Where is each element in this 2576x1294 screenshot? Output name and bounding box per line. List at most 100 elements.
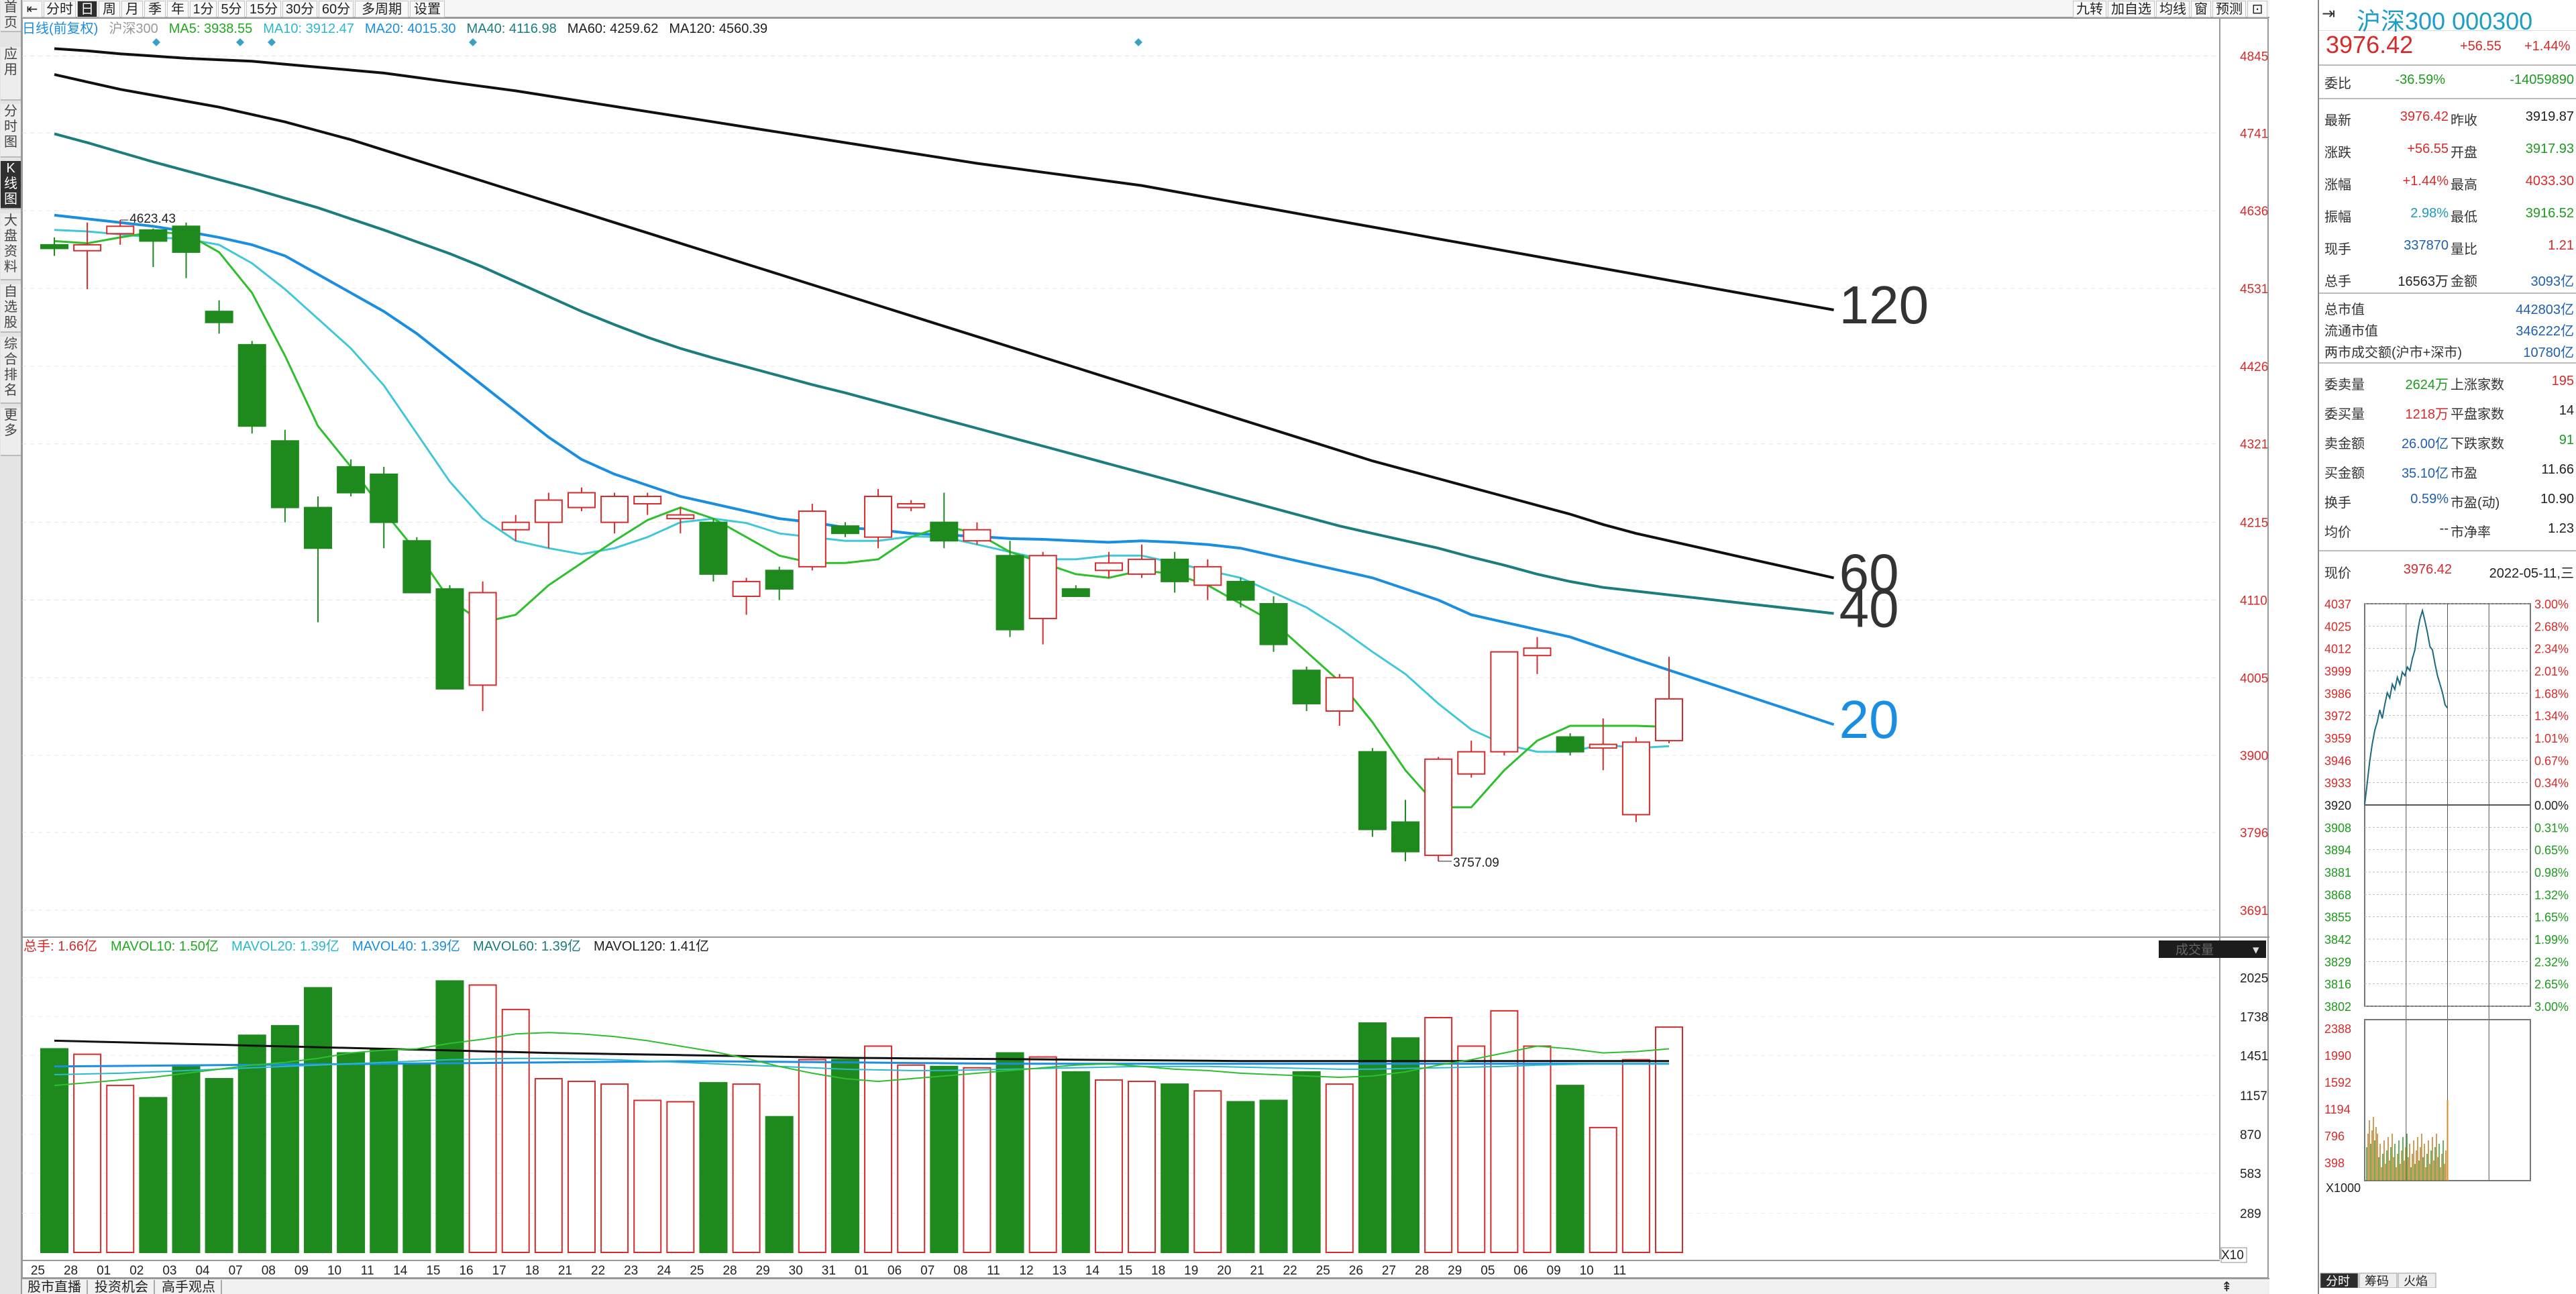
tab-timeshare[interactable]: 分时 <box>44 1 76 17</box>
candle[interactable] <box>1655 657 1683 743</box>
candle[interactable] <box>73 222 102 290</box>
candle[interactable] <box>798 504 826 571</box>
candle[interactable] <box>600 492 629 534</box>
volume-bar[interactable] <box>402 1063 431 1253</box>
candle[interactable] <box>1358 748 1387 837</box>
volume-bar[interactable] <box>40 1048 68 1253</box>
candle[interactable] <box>468 581 497 711</box>
collapse-arrow-icon[interactable]: ⇤ <box>22 1 42 17</box>
tab-daily[interactable]: 日 <box>77 1 97 17</box>
add-watchlist-button[interactable]: 加自选 <box>2108 1 2155 17</box>
tab-60min[interactable]: 60分 <box>319 1 354 17</box>
volume-bar[interactable] <box>1094 1079 1123 1253</box>
candle[interactable] <box>633 492 662 515</box>
volume-bar[interactable] <box>468 984 497 1253</box>
candle[interactable] <box>1589 718 1617 771</box>
candle[interactable] <box>534 492 563 549</box>
expand-up-icon[interactable]: ⇞ <box>2221 1280 2233 1294</box>
mini-tab-0[interactable]: 分时 <box>2320 1273 2359 1288</box>
volume-bar[interactable] <box>1226 1101 1255 1253</box>
volume-bar[interactable] <box>1325 1083 1354 1254</box>
candle[interactable] <box>139 228 168 267</box>
volume-bar[interactable] <box>1490 1010 1519 1253</box>
mini-tab-2[interactable]: 火焰 <box>2398 1273 2436 1288</box>
candle[interactable] <box>1325 673 1354 726</box>
tab-live[interactable]: 股市直播 <box>22 1280 88 1294</box>
volume-bar[interactable] <box>1589 1126 1617 1254</box>
candle[interactable] <box>1259 596 1288 652</box>
left-nav-ranking[interactable]: 综合排名 <box>1 337 21 404</box>
volume-bar[interactable] <box>172 1064 201 1253</box>
left-nav-kline[interactable]: K线图 <box>1 161 21 209</box>
candle[interactable] <box>1094 551 1123 578</box>
left-nav-watchlist[interactable]: 自选股 <box>1 284 21 333</box>
event-marker-icon[interactable] <box>469 38 477 46</box>
volume-bar[interactable] <box>139 1097 168 1254</box>
candle[interactable] <box>501 515 530 541</box>
candle[interactable] <box>402 537 431 594</box>
volume-bar[interactable] <box>633 1099 662 1254</box>
candle[interactable] <box>996 541 1024 637</box>
tab-expert[interactable]: 高手观点 <box>156 1280 222 1294</box>
volume-bar[interactable] <box>270 1025 299 1254</box>
volume-bar[interactable] <box>699 1082 728 1253</box>
candle[interactable] <box>435 585 464 690</box>
candle[interactable] <box>1128 544 1157 578</box>
volume-bar[interactable] <box>830 1059 859 1253</box>
candle[interactable] <box>1292 666 1321 711</box>
volume-bar[interactable] <box>765 1116 794 1254</box>
tab-settings[interactable]: 设置 <box>410 1 445 17</box>
volume-bar[interactable] <box>567 1081 596 1254</box>
volume-bar[interactable] <box>666 1101 695 1253</box>
volume-bar[interactable] <box>1028 1056 1057 1253</box>
candle[interactable] <box>1457 741 1486 778</box>
volume-bar[interactable] <box>930 1065 959 1253</box>
volume-bar[interactable] <box>732 1083 761 1254</box>
volume-bar[interactable] <box>1061 1071 1090 1253</box>
tab-30min[interactable]: 30分 <box>282 1 317 17</box>
candle[interactable] <box>337 459 366 497</box>
intraday-mini-chart[interactable]: 4037 3.00% 4025 2.68% 4012 2.34% 3999 2.01% 3986… <box>2319 590 2576 1288</box>
volume-bar[interactable] <box>1621 1059 1650 1253</box>
candle[interactable] <box>1028 551 1057 645</box>
tab-15min[interactable]: 15分 <box>246 1 281 17</box>
candle[interactable] <box>897 500 926 512</box>
volume-bar[interactable] <box>963 1067 991 1253</box>
volume-bar[interactable] <box>600 1083 629 1254</box>
candle[interactable] <box>732 578 761 615</box>
tab-quarterly[interactable]: 季 <box>144 1 166 17</box>
candle[interactable] <box>930 492 959 549</box>
volume-bar[interactable] <box>1556 1085 1585 1253</box>
candle[interactable] <box>1621 737 1650 822</box>
left-nav-more[interactable]: 更多 <box>1 408 21 456</box>
volume-bar[interactable] <box>237 1034 266 1253</box>
volume-bar[interactable] <box>1193 1090 1222 1253</box>
volume-bar[interactable] <box>798 1059 826 1253</box>
volume-bar[interactable] <box>1292 1071 1321 1253</box>
volume-bar[interactable] <box>501 1008 530 1253</box>
tab-weekly[interactable]: 周 <box>99 1 120 17</box>
candle[interactable] <box>699 519 728 582</box>
candle[interactable] <box>172 222 201 278</box>
candle[interactable] <box>303 496 332 623</box>
tab-yearly[interactable]: 年 <box>167 1 189 17</box>
tab-window[interactable]: 窗 <box>2191 1 2211 17</box>
close-panel-icon[interactable]: ⊡ <box>2247 1 2267 17</box>
candle[interactable] <box>1061 585 1090 597</box>
volume-bar[interactable] <box>205 1078 233 1254</box>
volume-bar[interactable] <box>1457 1045 1486 1253</box>
candle[interactable] <box>237 341 266 434</box>
volume-bar[interactable] <box>106 1085 135 1253</box>
volume-bar[interactable] <box>73 1053 102 1253</box>
left-nav-home[interactable]: 首页 <box>1 0 21 32</box>
candle[interactable] <box>963 522 991 545</box>
event-marker-icon[interactable] <box>236 38 244 46</box>
tab-forecast[interactable]: 预测 <box>2212 1 2246 17</box>
tab-opportunity[interactable]: 投资机会 <box>89 1280 155 1294</box>
volume-bar[interactable] <box>1523 1045 1552 1253</box>
candle[interactable] <box>1391 800 1420 861</box>
volume-bar[interactable] <box>996 1052 1024 1254</box>
volume-bar[interactable] <box>1161 1083 1189 1254</box>
tab-monthly[interactable]: 月 <box>121 1 143 17</box>
candle[interactable] <box>666 507 695 534</box>
